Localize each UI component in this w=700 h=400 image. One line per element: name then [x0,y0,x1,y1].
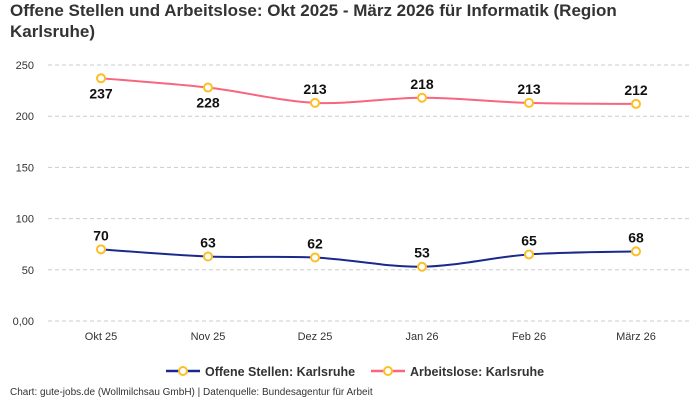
series-line-arbeitslose [100,77,637,105]
data-label: 213 [517,81,541,97]
y-tick-label: 50 [22,265,34,277]
y-tick-label: 100 [16,214,34,226]
data-point-marker [524,97,534,108]
data-label: 65 [521,232,537,248]
data-point-marker [310,252,320,263]
data-point-marker [310,97,320,108]
legend-item-label: Offene Stellen: Karlsruhe [205,365,355,379]
data-label: 218 [410,76,434,92]
data-label: 228 [196,95,220,111]
y-tick-label: 250 [16,60,34,72]
x-tick-label: Feb 26 [512,331,546,343]
data-point-marker [203,82,213,93]
data-point-marker [96,73,106,84]
data-point-marker [631,98,641,109]
x-tick-label: Okt 25 [85,331,117,343]
y-tick-label: 0,00 [13,316,34,328]
data-point-marker [524,249,534,260]
y-tick-label: 200 [16,111,34,123]
legend-item-label: Arbeitslose: Karlsruhe [410,365,544,379]
chart-title: Offene Stellen und Arbeitslose: Okt 2025… [10,1,617,41]
data-label: 53 [414,245,430,261]
x-tick-label: Nov 25 [191,331,226,343]
data-point-marker [417,92,427,103]
chart-footer: Chart: gute-jobs.de (Wollmilchsau GmbH) … [10,387,373,398]
data-point-marker [417,261,427,272]
data-point-marker [631,246,641,257]
data-label: 63 [200,234,216,250]
x-tick-label: März 26 [616,331,656,343]
legend-marker-icon [178,366,188,376]
x-tick-label: Dez 25 [298,331,333,343]
series-line-offene-stellen [100,248,637,268]
data-label: 213 [303,81,327,97]
y-tick-label: 150 [16,162,34,174]
data-label: 70 [93,227,109,243]
x-tick-label: Jan 26 [405,331,438,343]
data-label: 68 [628,229,644,245]
data-label: 237 [89,85,113,101]
legend-marker-icon [383,366,393,376]
data-point-marker [203,251,213,262]
data-label: 212 [624,82,648,98]
data-point-marker [96,244,106,255]
data-label: 62 [307,236,323,252]
